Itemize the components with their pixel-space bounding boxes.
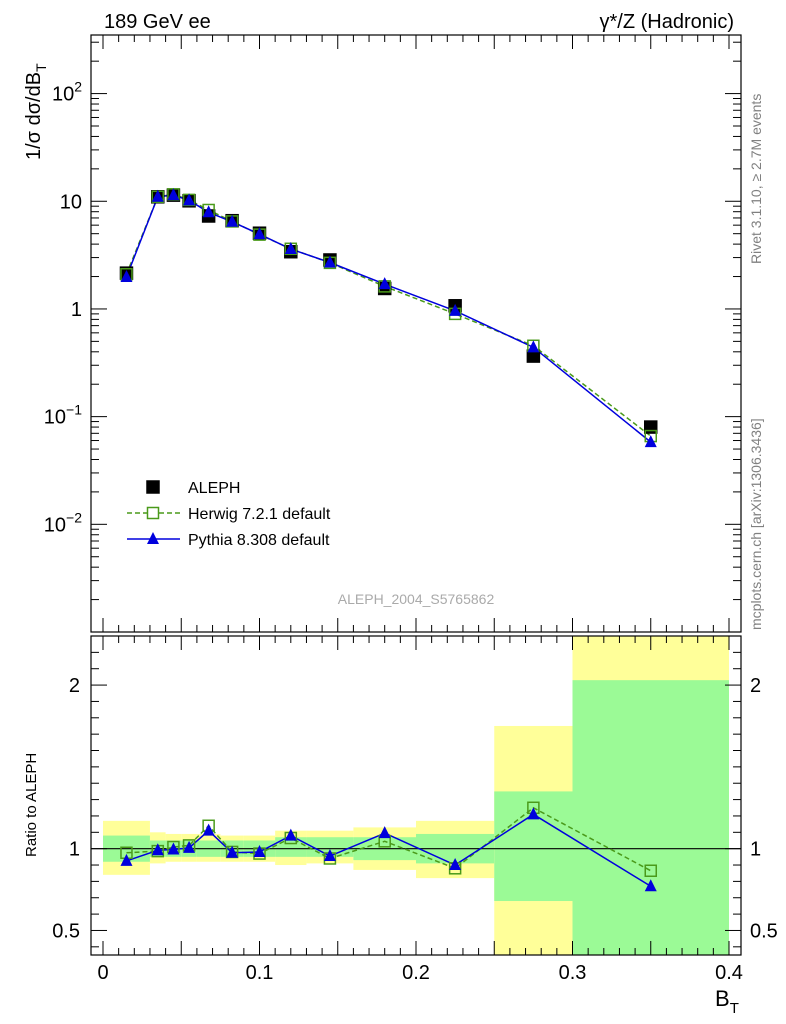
ratio-y-tick-label-right: 2 [750,675,761,697]
pythia-ratio-point [323,849,336,862]
pythia-point [226,214,239,227]
y-tick-label-base: 10 [52,84,74,106]
legend: ALEPH Herwig 7.2.1 default Pythia 8.308 de… [127,480,331,549]
x-tick-label: 0.1 [246,962,274,984]
x-axis-label: BT [715,986,739,1017]
legend-marker-pythia [147,532,159,544]
band-inner [572,680,729,955]
pythia-ratio-point [527,807,540,820]
pythia-ratio-point [378,826,391,839]
pythia-point [183,193,196,206]
mcplots-credit-label: mcplots.cern.ch [arXiv:1306.3436] [748,418,764,630]
pythia-point [120,270,133,283]
x-axis-label-subscript: T [730,1000,739,1017]
y-tick-label: 10−2 [44,509,82,536]
ratio-y-tick-label: 1 [69,839,80,861]
pythia-ratio-point [226,845,239,858]
herwig-ratio-point [644,864,657,878]
ratio-y-tick-label: 2 [69,675,80,697]
legend-label: Herwig 7.2.1 default [188,506,331,523]
legend-marker-herwig [146,506,160,520]
legend-label: Pythia 8.308 default [188,532,330,549]
x-tick-label: 0.4 [715,962,743,984]
y-tick-label-exponent: −2 [66,509,82,525]
pythia-point [284,242,297,255]
pythia-point [202,205,215,218]
main-y-axis-label-subscript: T [33,63,49,72]
pythia-ratio-point [449,858,462,871]
pythia-ratio-point [253,844,266,857]
x-tick-label: 0.3 [559,962,587,984]
ratio-y-tick-label-right: 0.5 [750,920,778,942]
pythia-ratio-point [202,823,215,836]
x-axis-label-text: B [715,986,730,1011]
pythia-ratio-point [183,840,196,853]
pythia-ratio-point [120,853,133,866]
ratio-y-tick-label: 0.5 [52,920,80,942]
pythia-point [167,188,180,201]
pythia-ratio-point [151,843,164,856]
header-left-label: 189 GeV ee [104,11,211,33]
herwig-line [125,193,652,437]
x-tick-label: 0.2 [402,962,430,984]
main-panel-series [119,188,658,448]
y-tick-label: 10 [60,191,82,213]
ratio-y-axis-label: Ratio to ALEPH [23,753,40,857]
pythia-point [151,189,164,202]
ratio-y-tick-label-right: 1 [750,839,761,861]
y-tick-label-base: 10 [44,407,66,429]
pythia-point [253,227,266,240]
y-tick-label-base: 10 [60,191,82,213]
header-right-label: γ*/Z (Hadronic) [600,11,734,33]
x-tick-label: 0 [97,962,108,984]
main-y-axis-label: 1/σ dσ/dBT [23,63,49,160]
y-tick-label: 102 [52,79,82,106]
pythia-point [644,435,657,448]
legend-label: ALEPH [188,480,240,497]
pythia-point [527,340,540,353]
pythia-ratio-point [644,879,657,892]
rivet-version-label: Rivet 3.1.10, ≥ 2.7M events [748,94,764,264]
y-tick-label-exponent: 2 [74,79,82,95]
ratio-panel-series [120,801,657,892]
pythia-line [125,194,652,443]
y-tick-label: 10−1 [44,402,82,429]
main-y-axis-label-text: 1/σ dσ/dB [23,72,45,160]
pythia-point [449,303,462,316]
y-tick-label-base: 1 [71,299,82,321]
y-tick-label: 1 [71,299,82,321]
pythia-point [323,255,336,268]
y-tick-label-base: 10 [44,514,66,536]
analysis-watermark: ALEPH_2004_S5765862 [338,591,495,607]
pythia-point [378,277,391,290]
pythia-ratio-point [284,828,297,841]
legend-marker-aleph [146,480,160,494]
ratio-uncertainty-bands [103,636,729,955]
y-tick-label-exponent: −1 [66,402,82,418]
pythia-ratio-point [167,842,180,855]
